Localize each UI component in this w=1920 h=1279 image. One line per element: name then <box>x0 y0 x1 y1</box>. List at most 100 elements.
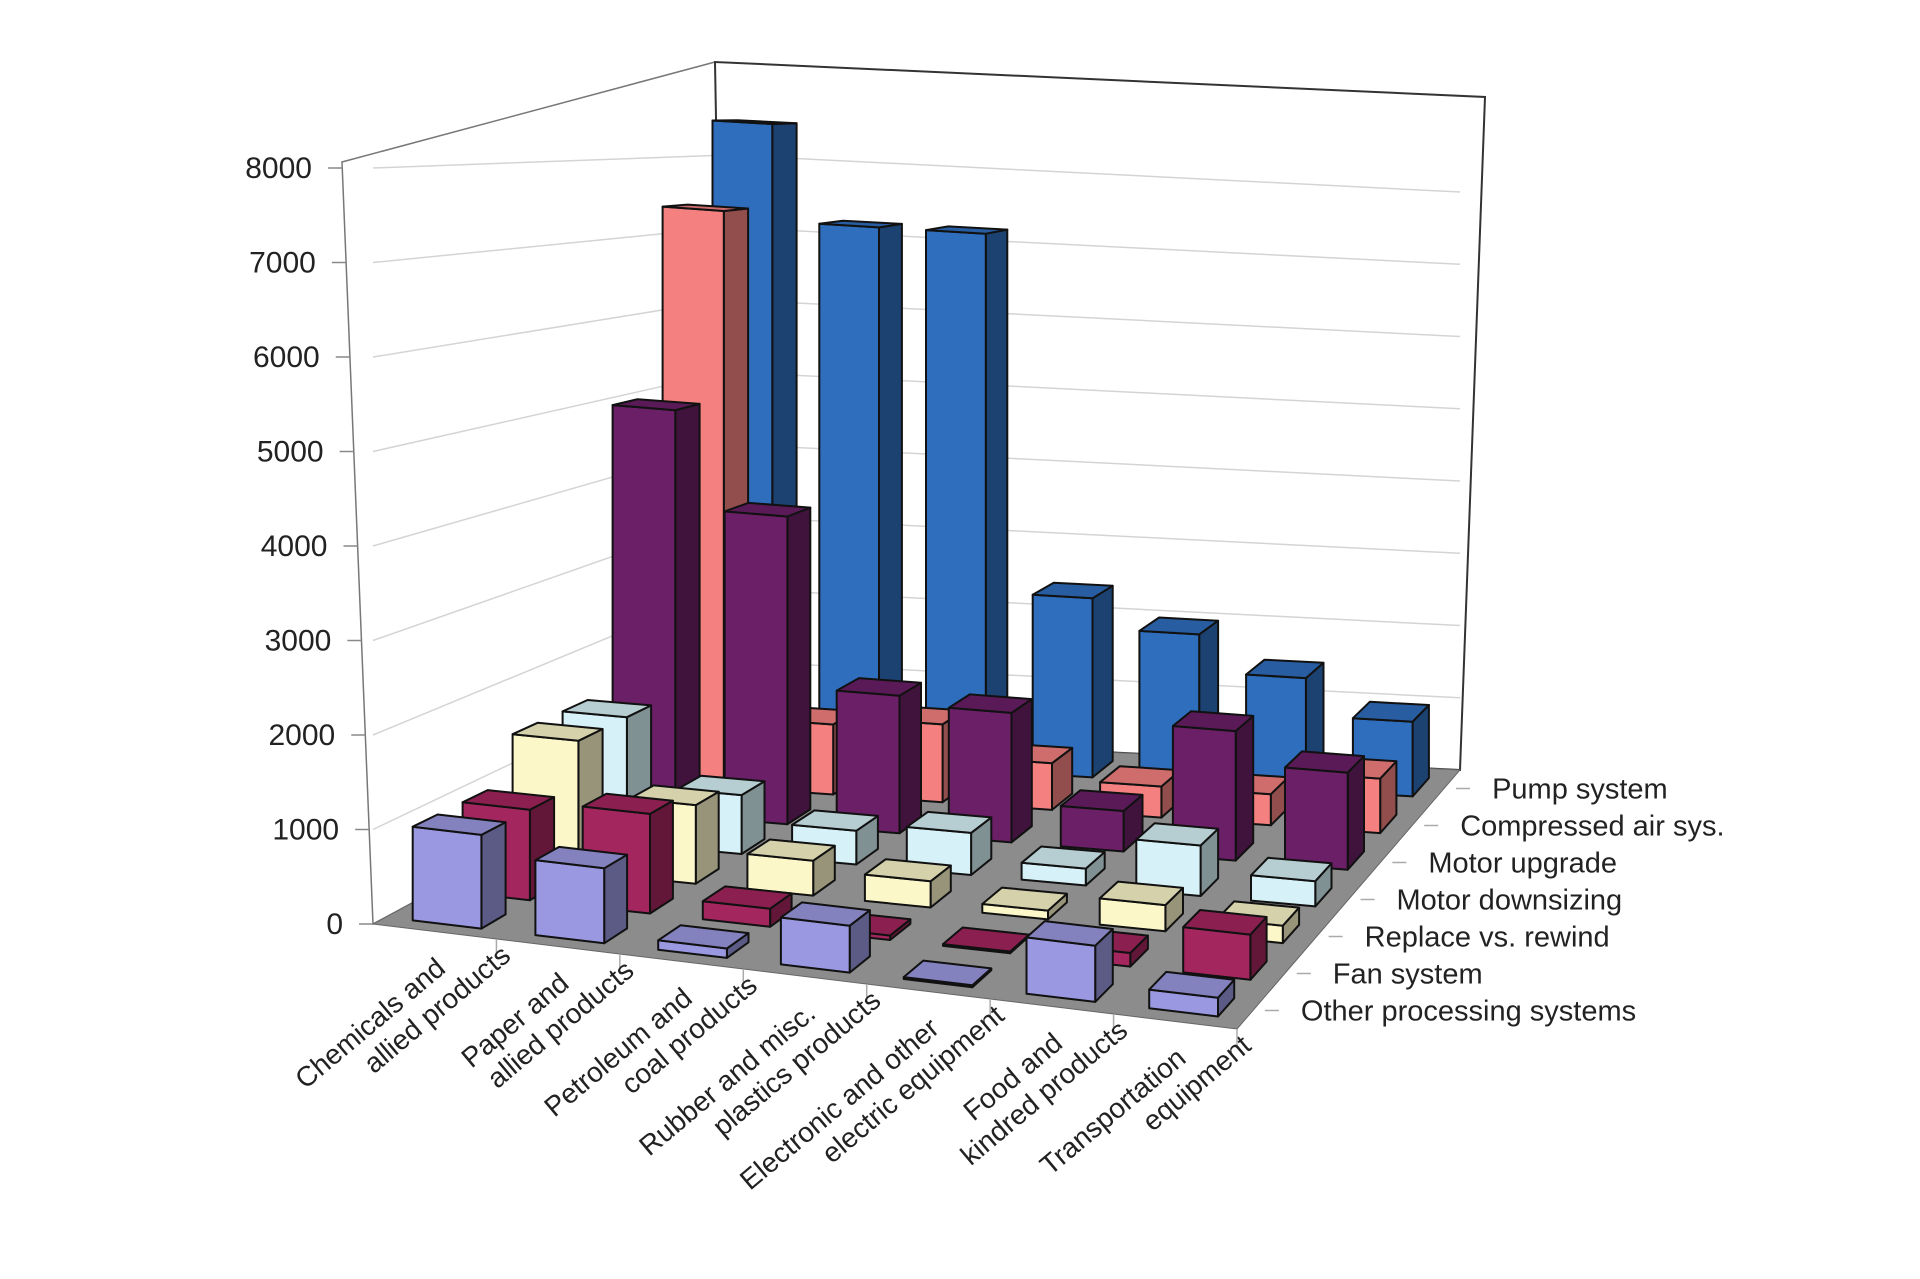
bar <box>411 813 507 930</box>
bar-top <box>779 901 871 927</box>
bar-front <box>1025 936 1097 1003</box>
bar <box>1182 909 1268 981</box>
bar-top <box>835 677 922 697</box>
bar-side <box>1234 714 1255 862</box>
bar <box>1059 789 1144 853</box>
bar <box>1031 581 1114 779</box>
bar-side <box>1091 584 1114 779</box>
bar <box>818 219 903 766</box>
bar-top <box>905 810 993 834</box>
bar <box>902 959 993 989</box>
bar-top <box>947 693 1033 714</box>
bar-top <box>1148 970 1236 999</box>
bar-top <box>902 959 993 987</box>
bar-top <box>561 699 653 719</box>
bar <box>779 901 871 974</box>
y-tick-label: 8000 <box>245 152 312 185</box>
bar <box>1098 880 1184 933</box>
bar-top <box>534 845 629 870</box>
bar-front <box>925 229 987 773</box>
series-label: Motor upgrade <box>1428 848 1617 880</box>
bar <box>981 886 1068 921</box>
bar-top <box>1250 856 1333 883</box>
bar <box>1135 822 1220 897</box>
bar-side <box>984 228 1009 773</box>
bar-top <box>1138 616 1220 636</box>
y-tick-label: 2000 <box>269 719 336 752</box>
bar-top <box>657 924 750 950</box>
category-label: Transportationequipment <box>1034 1004 1257 1205</box>
bar-top <box>746 838 836 862</box>
bar <box>534 845 629 945</box>
bar-top <box>723 501 812 518</box>
bar-front <box>779 916 851 974</box>
bar-top <box>1171 710 1255 733</box>
bar <box>863 858 952 909</box>
bar <box>657 924 750 959</box>
bar-front <box>723 510 789 826</box>
bar <box>1284 750 1365 871</box>
bar-top <box>611 398 701 412</box>
category-label: Chemicals andallied products <box>289 915 516 1120</box>
bar-top <box>1135 822 1220 847</box>
bar-top <box>661 203 750 212</box>
bar-top <box>1182 909 1268 936</box>
bar-top <box>1059 789 1144 812</box>
y-tick-label: 1000 <box>272 814 339 847</box>
bar-front <box>411 825 483 930</box>
series-label: Fan system <box>1333 959 1483 991</box>
bar-side <box>1346 755 1365 871</box>
y-tick-label: 0 <box>326 908 343 941</box>
bar-front <box>835 689 901 835</box>
bar-top <box>411 813 507 836</box>
bar-top <box>1284 750 1365 774</box>
bar-top <box>1351 700 1430 723</box>
bar-top <box>863 858 952 883</box>
bar <box>925 225 1009 773</box>
bar-top <box>791 809 879 832</box>
bar-side <box>649 799 674 915</box>
bar-side <box>786 506 812 826</box>
category-label: Food andkindred products <box>934 990 1133 1171</box>
bar-top <box>818 219 903 229</box>
bars <box>411 119 1430 1018</box>
bar <box>1250 856 1333 908</box>
series-label: Pump system <box>1492 774 1668 806</box>
bar-top <box>925 225 1009 235</box>
bar-front <box>1182 926 1252 981</box>
bar <box>835 677 922 835</box>
bar <box>723 501 812 826</box>
bar <box>1025 920 1114 1003</box>
bar-side <box>694 790 720 885</box>
bar-side <box>898 681 922 835</box>
y-tick-label: 3000 <box>265 625 332 658</box>
bar-top <box>981 886 1068 912</box>
bar <box>701 885 793 928</box>
y-axis-ticks: 0 1000 2000 3000 4000 5000 6000 7000 8000 <box>245 152 373 941</box>
series-label: Compressed air sys. <box>1460 811 1724 843</box>
bar-side <box>1010 698 1033 844</box>
bar-top <box>1025 920 1114 947</box>
bar-top <box>1031 581 1114 600</box>
bar-side <box>480 821 507 930</box>
bar <box>746 838 836 897</box>
series-label: Replace vs. rewind <box>1365 922 1610 954</box>
y-tick-label: 7000 <box>249 247 316 280</box>
bar-top <box>1020 845 1106 870</box>
bar-top <box>711 119 798 125</box>
y-tick-label: 4000 <box>261 530 328 563</box>
bar <box>1148 970 1236 1018</box>
bar-front <box>1059 805 1125 853</box>
series-label: Motor downsizing <box>1397 885 1623 917</box>
bar-side <box>674 402 701 817</box>
bar-top <box>1245 658 1325 680</box>
bar <box>1020 845 1106 887</box>
bar-top <box>581 792 674 815</box>
bar-top <box>701 885 793 910</box>
bar-top <box>511 721 604 742</box>
bar-top <box>461 789 556 811</box>
series-label: Other processing systems <box>1301 996 1636 1028</box>
y-tick-label: 6000 <box>253 341 320 374</box>
